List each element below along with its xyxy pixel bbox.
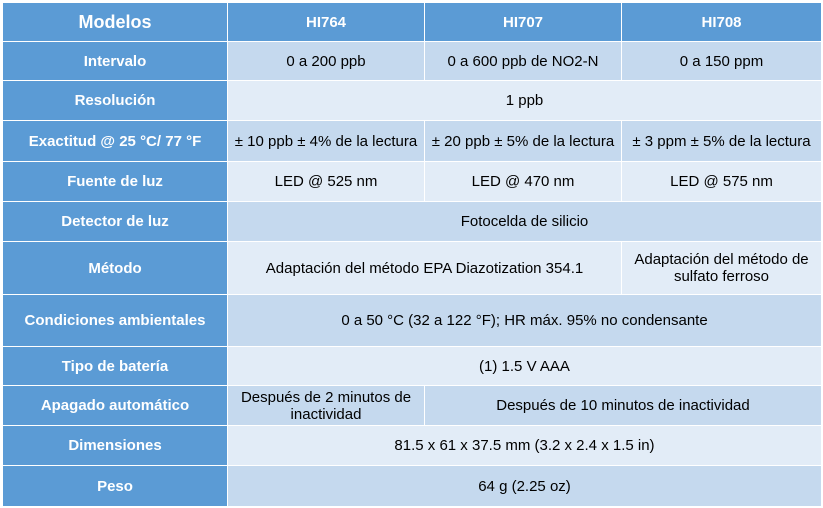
cell-intervalo-hi708: 0 a 150 ppm bbox=[621, 41, 822, 81]
cell-fuente-hi764: LED @ 525 nm bbox=[227, 161, 425, 202]
table-row-exactitud: Exactitud @ 25 °C/ 77 °F ± 10 ppb ± 4% d… bbox=[2, 120, 822, 162]
row-label-bateria: Tipo de batería bbox=[2, 346, 228, 386]
cell-intervalo-hi764: 0 a 200 ppb bbox=[227, 41, 425, 81]
model-hi764-header: HI764 bbox=[227, 2, 425, 42]
table-row-metodo: Método Adaptación del método EPA Diazoti… bbox=[2, 241, 822, 295]
cell-exactitud-hi707: ± 20 ppb ± 5% de la lectura bbox=[424, 120, 622, 162]
cell-exactitud-hi708: ± 3 ppm ± 5% de la lectura bbox=[621, 120, 822, 162]
cell-detector: Fotocelda de silicio bbox=[227, 201, 822, 242]
cell-metodo-hi764-hi707: Adaptación del método EPA Diazotization … bbox=[227, 241, 622, 295]
table-row-fuente-de-luz: Fuente de luz LED @ 525 nm LED @ 470 nm … bbox=[2, 161, 822, 202]
cell-metodo-hi708: Adaptación del método de sulfato ferroso bbox=[621, 241, 822, 295]
cell-dimensiones: 81.5 x 61 x 37.5 mm (3.2 x 2.4 x 1.5 in) bbox=[227, 425, 822, 466]
models-header: Modelos bbox=[2, 2, 228, 42]
table-row-dimensiones: Dimensiones 81.5 x 61 x 37.5 mm (3.2 x 2… bbox=[2, 425, 822, 466]
cell-condiciones: 0 a 50 °C (32 a 122 °F); HR máx. 95% no … bbox=[227, 294, 822, 347]
row-label-condiciones: Condiciones ambientales bbox=[2, 294, 228, 347]
table-row-resolucion: Resolución 1 ppb bbox=[2, 80, 822, 121]
table-row-detector-de-luz: Detector de luz Fotocelda de silicio bbox=[2, 201, 822, 242]
header-row: Modelos HI764 HI707 HI708 bbox=[2, 2, 822, 42]
cell-bateria: (1) 1.5 V AAA bbox=[227, 346, 822, 386]
row-label-metodo: Método bbox=[2, 241, 228, 295]
cell-apagado-hi764: Después de 2 minutos de inactividad bbox=[227, 385, 425, 426]
row-label-dimensiones: Dimensiones bbox=[2, 425, 228, 466]
table-row-apagado: Apagado automático Después de 2 minutos … bbox=[2, 385, 822, 426]
cell-fuente-hi707: LED @ 470 nm bbox=[424, 161, 622, 202]
row-label-exactitud: Exactitud @ 25 °C/ 77 °F bbox=[2, 120, 228, 162]
row-label-resolucion: Resolución bbox=[2, 80, 228, 121]
model-hi708-header: HI708 bbox=[621, 2, 822, 42]
row-label-detector-de-luz: Detector de luz bbox=[2, 201, 228, 242]
cell-apagado-hi707-hi708: Después de 10 minutos de inactividad bbox=[424, 385, 822, 426]
row-label-intervalo: Intervalo bbox=[2, 41, 228, 81]
cell-peso: 64 g (2.25 oz) bbox=[227, 465, 822, 507]
model-hi707-header: HI707 bbox=[424, 2, 622, 42]
cell-fuente-hi708: LED @ 575 nm bbox=[621, 161, 822, 202]
table-row-peso: Peso 64 g (2.25 oz) bbox=[2, 465, 822, 507]
table-row-intervalo: Intervalo 0 a 200 ppb 0 a 600 ppb de NO2… bbox=[2, 41, 822, 81]
cell-intervalo-hi707: 0 a 600 ppb de NO2-N bbox=[424, 41, 622, 81]
table-row-condiciones: Condiciones ambientales 0 a 50 °C (32 a … bbox=[2, 294, 822, 347]
row-label-peso: Peso bbox=[2, 465, 228, 507]
table-row-bateria: Tipo de batería (1) 1.5 V AAA bbox=[2, 346, 822, 386]
row-label-apagado: Apagado automático bbox=[2, 385, 228, 426]
row-label-fuente-de-luz: Fuente de luz bbox=[2, 161, 228, 202]
cell-resolucion: 1 ppb bbox=[227, 80, 822, 121]
cell-exactitud-hi764: ± 10 ppb ± 4% de la lectura bbox=[227, 120, 425, 162]
